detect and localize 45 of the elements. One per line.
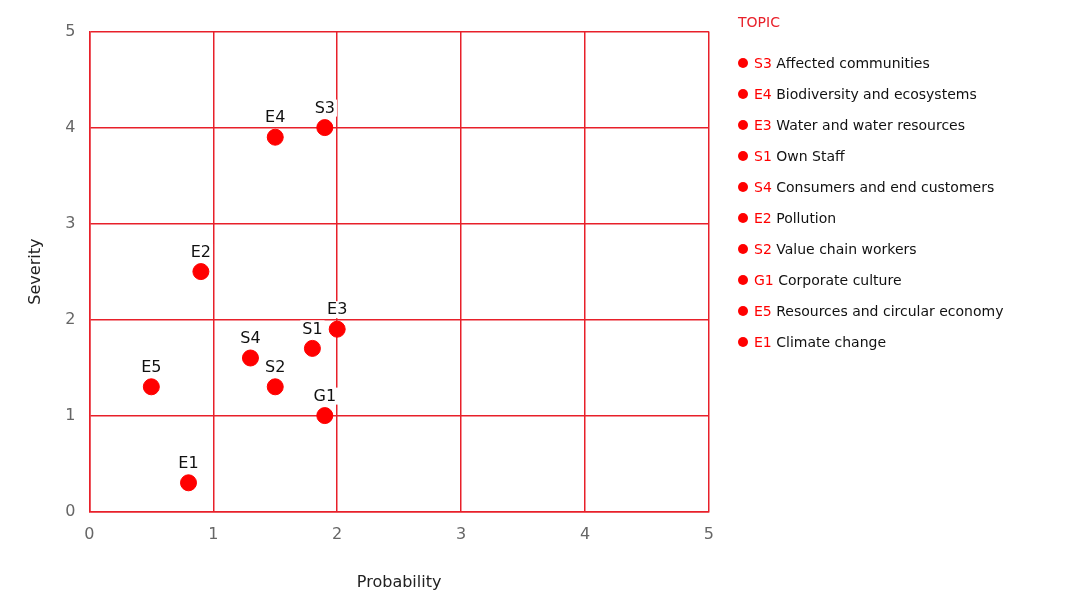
annotation: S1 <box>302 318 323 338</box>
legend-label: E5 Resources and circular economy <box>753 302 1004 321</box>
y-tick-label: 3 <box>65 212 76 232</box>
y-tick-label: 0 <box>65 500 76 520</box>
point <box>316 407 334 425</box>
annotation: E3 <box>327 299 348 319</box>
y-tick-label: 5 <box>65 20 76 40</box>
x-tick-label: 4 <box>579 524 591 544</box>
y-tick-label: 1 <box>65 404 76 424</box>
legend-label: E1 Climate change <box>753 333 888 352</box>
point <box>266 378 284 396</box>
point <box>328 320 346 338</box>
y-tick-label: 2 <box>65 308 76 328</box>
x-axis-title: Probability <box>356 571 442 591</box>
point <box>192 263 210 281</box>
legend-label: S2 Value chain workers <box>753 240 918 259</box>
annotation: E4 <box>265 107 286 127</box>
legend-label: E2 Pollution <box>753 209 838 228</box>
annotation: S2 <box>265 356 286 376</box>
annotation: G1 <box>313 385 337 405</box>
legend-title: TOPIC <box>738 14 781 30</box>
point <box>303 339 321 357</box>
point <box>316 119 334 137</box>
x-tick-label: 2 <box>332 524 343 544</box>
point <box>180 474 198 492</box>
legend-label: S1 Own Staff <box>753 147 846 166</box>
point <box>266 128 284 146</box>
legend-label: S3 Affected communities <box>753 54 931 73</box>
y-axis-title: Severity <box>24 238 44 305</box>
x-tick-label: 1 <box>208 524 219 544</box>
annotation: E2 <box>190 241 212 261</box>
legend-label: E4 Biodiversity and ecosystems <box>753 85 978 104</box>
point <box>142 378 160 396</box>
annotation: E1 <box>178 452 199 472</box>
x-tick-label: 3 <box>456 524 467 544</box>
annotation: S4 <box>240 328 261 348</box>
annotation: E5 <box>141 356 162 376</box>
y-tick-label: 4 <box>65 116 76 136</box>
point <box>241 349 259 367</box>
legend-label: S4 Consumers and end customers <box>753 178 996 197</box>
legend-label: E3 Water and water resources <box>753 116 967 135</box>
x-tick-label: 5 <box>703 524 714 544</box>
x-tick-label: 0 <box>84 524 95 544</box>
legend-label: G1 Corporate culture <box>753 271 903 290</box>
annotation: S3 <box>314 97 335 117</box>
